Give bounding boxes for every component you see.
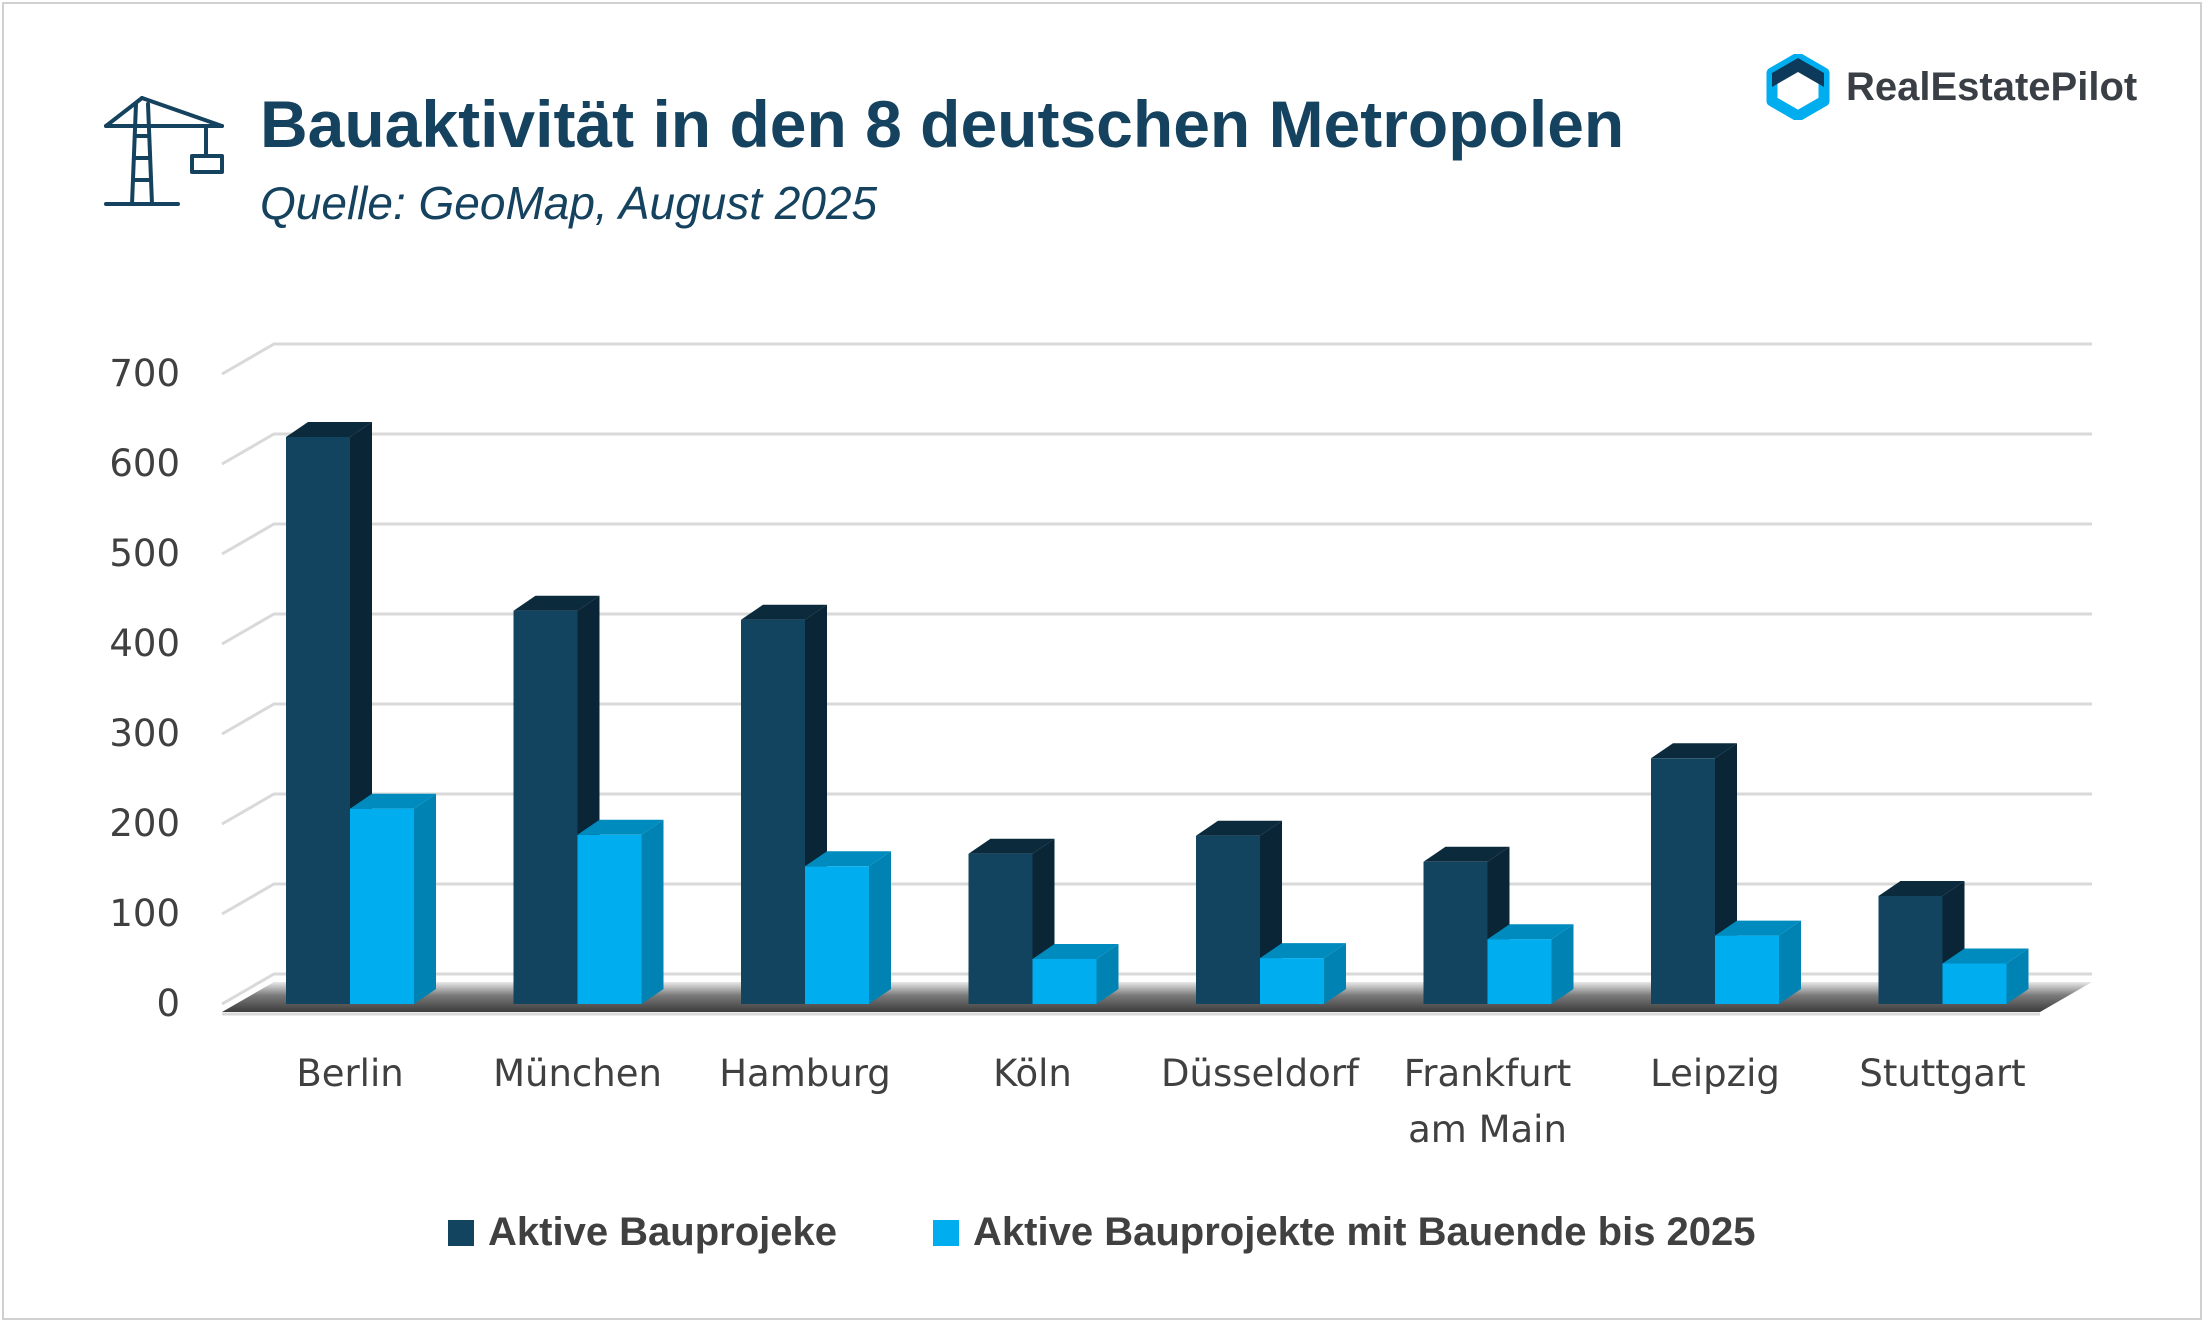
ytick-label-600: 600 — [109, 442, 180, 485]
chart-legend: Aktive Bauprojeke Aktive Bauprojekte mit… — [448, 1210, 1852, 1255]
legend-label-series-2: Aktive Bauprojekte mit Bauende bis 2025 — [973, 1210, 1756, 1254]
gridline-300 — [221, 702, 2092, 736]
bar-2-münchen — [577, 819, 664, 1004]
ytick-label-400: 400 — [109, 622, 180, 665]
bar-2-köln — [1032, 944, 1119, 1004]
category-label-düsseldorf: Düsseldorf — [1161, 1052, 1360, 1095]
legend-swatch-series-1 — [448, 1219, 474, 1246]
ytick-label-700: 700 — [109, 352, 180, 395]
gridline-200 — [221, 792, 2092, 826]
bar-2-stuttgart — [1942, 948, 2029, 1004]
bar-2-frankfurt-am-main — [1487, 924, 1574, 1004]
legend-item-series-1: Aktive Bauprojeke — [448, 1210, 837, 1255]
ytick-label-500: 500 — [109, 532, 180, 575]
gridline-100 — [221, 882, 2092, 916]
chart-floor — [222, 982, 2092, 1012]
category-label-berlin: Berlin — [296, 1052, 403, 1095]
chart-title: Bauaktivität in den 8 deutschen Metropol… — [260, 87, 1625, 161]
gridline-400 — [221, 612, 2092, 646]
chart-subtitle: Quelle: GeoMap, August 2025 — [260, 177, 878, 229]
brand-name: RealEstatePilot — [1846, 64, 2138, 109]
bar-2-düsseldorf — [1260, 943, 1346, 1004]
bar-2-leipzig — [1715, 920, 1801, 1004]
legend-label-series-1: Aktive Bauprojeke — [488, 1210, 838, 1254]
category-label-frankfurt-am-main: Frankfurt am Main — [1404, 1052, 1572, 1151]
gridline-700 — [221, 342, 2092, 376]
category-label-leipzig: Leipzig — [1650, 1052, 1780, 1095]
category-label-köln: Köln — [993, 1052, 1072, 1095]
brand-logo: RealEstatePilot — [1766, 52, 2137, 122]
construction-crane-icon — [104, 96, 224, 206]
ytick-label-200: 200 — [109, 802, 180, 845]
category-label-stuttgart: Stuttgart — [1859, 1052, 2025, 1095]
ytick-label-100: 100 — [109, 892, 180, 935]
category-label-hamburg: Hamburg — [719, 1052, 891, 1095]
gridline-500 — [221, 522, 2092, 556]
legend-item-series-2: Aktive Bauprojekte mit Bauende bis 2025 — [933, 1210, 1756, 1255]
bar-2-berlin — [350, 793, 436, 1004]
ytick-label-0: 0 — [156, 982, 180, 1025]
legend-swatch-series-2 — [933, 1219, 960, 1246]
hexagon-logo-icon — [1766, 54, 1830, 120]
gridline-600 — [221, 432, 2092, 466]
bar-2-hamburg — [805, 851, 891, 1004]
ytick-label-300: 300 — [109, 712, 180, 755]
category-label-münchen: München — [493, 1052, 662, 1095]
